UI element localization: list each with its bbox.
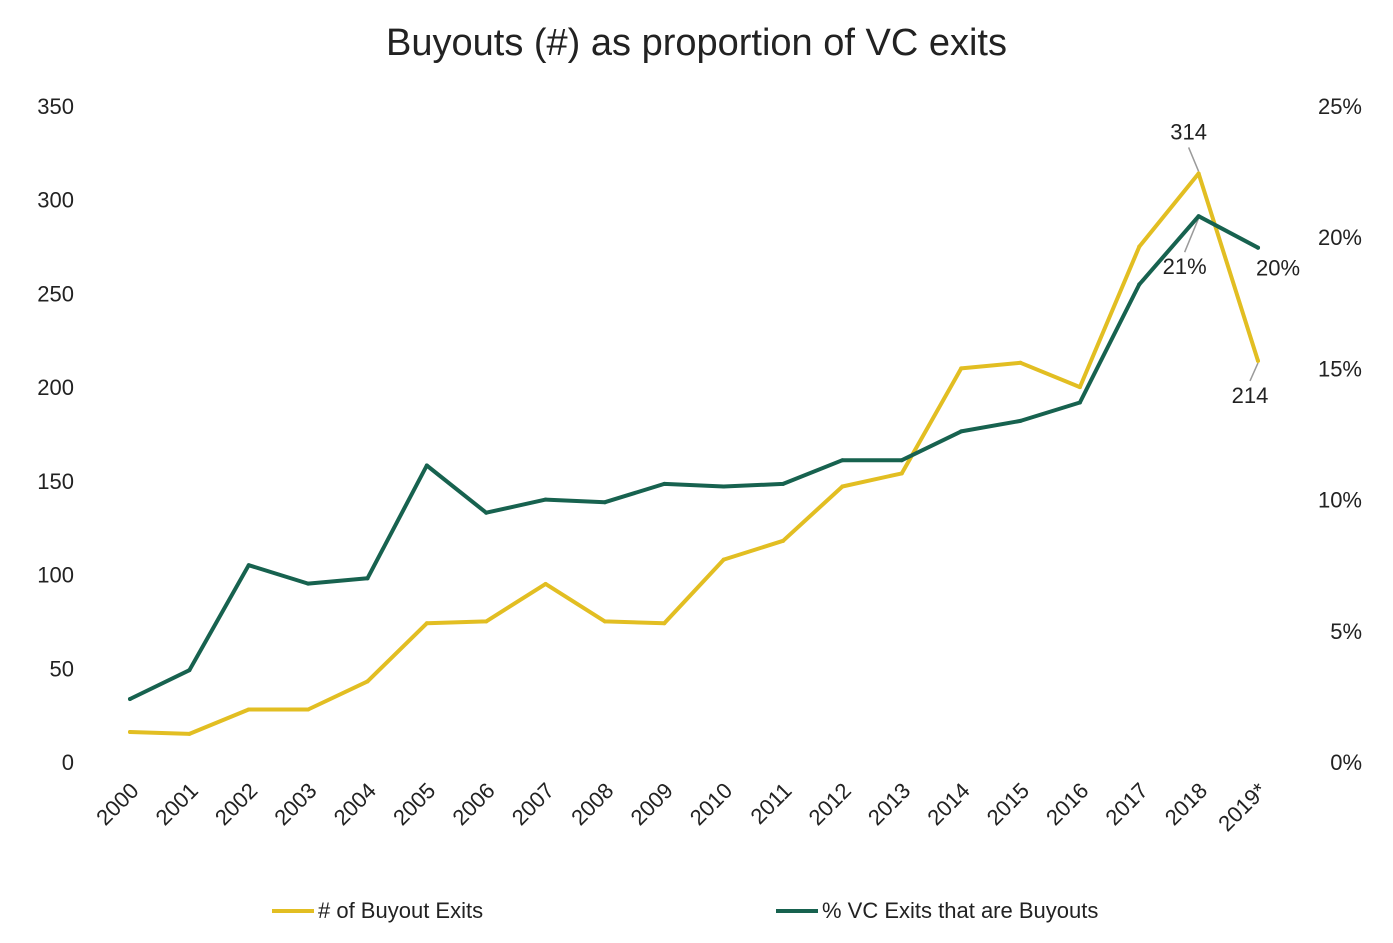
right-axis-tick-label: 0%	[1330, 750, 1362, 775]
data-label-leader	[1249, 362, 1259, 382]
series-0-point	[484, 619, 489, 624]
x-axis-tick-label: 2019*	[1213, 778, 1272, 837]
right-axis-ticks: 0% 5% 10% 15% 20% 25%	[1318, 94, 1362, 775]
series-1-point	[1137, 282, 1142, 287]
x-axis-tick-label: 2007	[507, 778, 559, 830]
left-axis-tick-label: 250	[37, 281, 74, 306]
series-0-point	[662, 621, 667, 626]
data-label: 214	[1232, 383, 1269, 408]
x-axis-tick-label: 2011	[745, 778, 796, 829]
left-axis-tick-label: 350	[37, 94, 74, 119]
series-1-point	[306, 581, 311, 586]
x-axis-tick-label: 2017	[1101, 778, 1153, 830]
legend-swatch-vc-exits-pct	[776, 909, 818, 913]
series-line-0	[128, 171, 1260, 736]
series-1-point	[662, 481, 667, 486]
x-axis-tick-label: 2015	[982, 778, 1034, 830]
series-1-point	[365, 576, 370, 581]
x-axis-tick-label: 2013	[863, 778, 915, 830]
data-label: 20%	[1256, 256, 1300, 281]
series-1-point	[484, 510, 489, 515]
series-0-point	[543, 581, 548, 586]
legend-item-vc-exits-pct: % VC Exits that are Buyouts	[776, 898, 1098, 924]
series-1-point	[1077, 400, 1082, 405]
series-1-point	[721, 484, 726, 489]
data-label-leaders	[1183, 147, 1259, 382]
series-0-point	[602, 619, 607, 624]
left-axis-tick-label: 100	[37, 563, 74, 588]
series-0-point	[781, 538, 786, 543]
x-axis-tick-label: 2004	[329, 778, 381, 830]
data-label: 21%	[1163, 254, 1207, 279]
x-axis-tick-label: 2012	[804, 778, 856, 830]
chart-title: Buyouts (#) as proportion of VC exits	[386, 22, 1007, 64]
left-axis-tick-label: 200	[37, 375, 74, 400]
series-0-point	[128, 730, 132, 735]
x-axis-tick-label: 2018	[1160, 778, 1212, 830]
series-1-point	[899, 458, 904, 463]
x-axis-ticks: 2000 2001 2002 2003 2004 2005 2006 2007 2008 2009…	[91, 778, 1272, 837]
left-axis-tick-label: 50	[50, 656, 74, 681]
x-axis-tick-label: 2001	[151, 778, 203, 830]
series-0-point	[246, 707, 251, 712]
series-1-point	[246, 563, 251, 568]
data-labels: 314 214 21% 20%	[1163, 119, 1300, 407]
series-0-point	[959, 366, 964, 371]
x-axis-tick-label: 2003	[269, 778, 321, 830]
x-axis-tick-label: 2014	[922, 778, 974, 830]
left-axis-tick-label: 0	[62, 750, 74, 775]
series-0-point	[187, 731, 192, 736]
series-1-point	[543, 497, 548, 502]
x-axis-tick-label: 2002	[210, 778, 262, 830]
x-axis-tick-label: 2005	[388, 778, 440, 830]
series-0-point	[840, 484, 845, 489]
series-0-point	[365, 679, 370, 684]
series-1-point	[602, 500, 607, 505]
series-0-point	[306, 707, 311, 712]
series-0-point	[1077, 385, 1082, 390]
legend-label-buyout-exits: # of Buyout Exits	[318, 898, 484, 923]
series-1-point	[187, 668, 192, 673]
x-axis-tick-label: 2010	[685, 778, 737, 830]
legend-label-vc-exits-pct: % VC Exits that are Buyouts	[822, 898, 1099, 923]
x-axis-tick-label: 2009	[626, 778, 678, 830]
series-0-point	[1018, 360, 1023, 365]
x-axis-tick-label: 2000	[91, 778, 143, 830]
series-0-point	[1256, 358, 1260, 363]
series-1-point	[1196, 214, 1201, 219]
right-axis-tick-label: 5%	[1330, 619, 1362, 644]
right-axis-tick-label: 25%	[1318, 94, 1362, 119]
series-1-point	[781, 481, 786, 486]
right-axis-tick-label: 10%	[1318, 488, 1362, 513]
series-1-point	[959, 429, 964, 434]
series-lines	[128, 171, 1260, 736]
series-0-point	[1196, 171, 1201, 176]
series-1-point	[1256, 245, 1260, 250]
x-axis-tick-label: 2006	[447, 778, 499, 830]
x-axis-tick-label: 2016	[1041, 778, 1093, 830]
series-line-1	[128, 214, 1260, 701]
series-0-point	[1137, 244, 1142, 249]
data-label-leader	[1183, 217, 1200, 253]
left-axis-tick-label: 300	[37, 188, 74, 213]
series-0-point	[424, 621, 429, 626]
legend-swatch-buyout-exits	[272, 909, 314, 913]
x-axis-tick-label: 2008	[566, 778, 618, 830]
legend-item-buyout-exits: # of Buyout Exits	[272, 898, 483, 924]
right-axis-tick-label: 20%	[1318, 225, 1362, 250]
series-0-point	[899, 471, 904, 476]
left-axis-ticks: 0 50 100 150 200 250 300 350	[37, 94, 74, 775]
series-1-point	[424, 463, 429, 468]
series-1-point	[1018, 418, 1023, 423]
series-0-point	[721, 557, 726, 562]
data-label-leader	[1187, 147, 1200, 172]
left-axis-tick-label: 150	[37, 469, 74, 494]
series-1-point	[840, 458, 845, 463]
series-1-point	[128, 697, 132, 702]
right-axis-tick-label: 15%	[1318, 356, 1362, 381]
data-label: 314	[1170, 119, 1207, 144]
